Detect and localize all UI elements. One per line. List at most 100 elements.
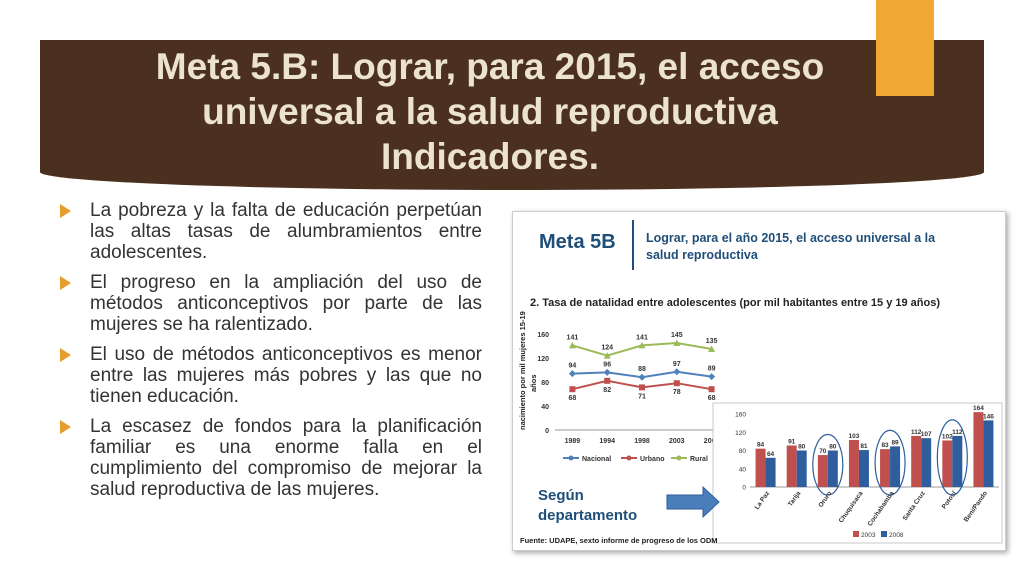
- bullet-text: La pobreza y la falta de educación perpe…: [90, 200, 482, 263]
- bar-2008: [765, 457, 776, 487]
- bar-value-label: 89: [891, 439, 899, 446]
- bar-value-label: 70: [819, 448, 827, 455]
- bar-value-label: 80: [829, 444, 837, 451]
- data-point: [603, 352, 611, 359]
- title-line: universal a la salud reproductiva: [202, 91, 778, 132]
- bar-value-label: 112: [911, 429, 922, 436]
- source-note: Fuente: UDAPE, sexto informe de progreso…: [520, 536, 718, 545]
- line-ylabel: nacimiento por mil mujeres 15-19: [518, 311, 527, 430]
- data-label: 71: [638, 393, 646, 400]
- bar-value-label: 80: [798, 444, 806, 451]
- department-label: departamento: [538, 507, 637, 524]
- data-point: [638, 341, 646, 349]
- data-label: 94: [569, 363, 577, 370]
- bullet-text: El uso de métodos anticonceptivos es men…: [90, 344, 482, 407]
- legend-label-urbano: Urbano: [640, 456, 665, 463]
- bullet-text: La escasez de fondos para la planificaci…: [90, 416, 482, 500]
- data-point: [708, 386, 715, 393]
- legend-marker: [676, 455, 682, 461]
- department-label: Según: [538, 487, 584, 504]
- data-point: [708, 373, 716, 381]
- line-xtick-label: 1989: [565, 438, 581, 445]
- data-point: [673, 339, 681, 346]
- bullet-item: El uso de métodos anticonceptivos es men…: [60, 344, 482, 407]
- bar-legend-label: 2008: [889, 532, 904, 539]
- data-label: 68: [708, 395, 716, 402]
- chart-canvas: Meta 5B Lograr, para el año 2015, el acc…: [518, 220, 1003, 545]
- title-line: Indicadores.: [381, 136, 599, 177]
- bar-2003: [755, 448, 766, 487]
- bullet-text: El progreso en la ampliación del uso de …: [90, 272, 482, 335]
- bar-2003: [786, 445, 797, 487]
- data-label: 97: [673, 361, 681, 368]
- data-point: [708, 345, 716, 352]
- bar-2008: [890, 446, 901, 487]
- bar-2003: [973, 412, 984, 487]
- bar-2008: [921, 438, 932, 487]
- line-ytick-label: 80: [541, 380, 549, 387]
- data-label: 68: [569, 395, 577, 402]
- legend-label-rural: Rural: [690, 456, 708, 463]
- accent-tab: [876, 0, 934, 96]
- legend-marker: [568, 455, 574, 461]
- line-ytick-label: 40: [541, 404, 549, 411]
- bar-value-label: 81: [860, 443, 868, 450]
- bar-value-label: 112: [952, 429, 963, 436]
- bar-value-label: 102: [942, 433, 953, 440]
- data-label: 141: [636, 334, 648, 341]
- bar-value-label: 83: [881, 442, 889, 449]
- right-arrow-icon: [666, 485, 720, 519]
- bar-legend-swatch: [853, 531, 859, 537]
- chart-subtitle: 2. Tasa de natalidad entre adolescentes …: [530, 297, 940, 309]
- data-label: 124: [601, 345, 613, 352]
- line-xtick-label: 1998: [634, 438, 650, 445]
- slide-title: Meta 5.B: Lograr, para 2015, el acceso u…: [80, 44, 900, 179]
- line-ytick-label: 0: [545, 428, 549, 435]
- data-point: [568, 370, 576, 378]
- data-point: [568, 341, 576, 349]
- bullet-item: El progreso en la ampliación del uso de …: [60, 272, 482, 335]
- data-label: 145: [671, 332, 683, 339]
- bar-value-label: 64: [767, 451, 775, 458]
- bar-2003: [880, 449, 891, 487]
- data-label: 141: [567, 334, 579, 341]
- bar-2008: [827, 450, 838, 487]
- bar-value-label: 107: [921, 431, 932, 438]
- bullet-item: La pobreza y la falta de educación perpe…: [60, 200, 482, 263]
- data-label: 88: [638, 366, 646, 373]
- highlight-circle: [874, 429, 906, 496]
- bar-2003: [848, 440, 859, 487]
- bar-value-label: 103: [849, 433, 860, 440]
- bar-value-label: 91: [788, 438, 796, 445]
- title-banner: [40, 40, 984, 190]
- bar-2008: [983, 420, 994, 487]
- bullet-arrow-icon: [60, 348, 71, 362]
- bar-2003: [911, 435, 922, 487]
- data-label: 96: [603, 361, 611, 368]
- bar-ytick-label: 40: [739, 466, 747, 473]
- line-ytick-label: 120: [537, 356, 549, 363]
- highlight-circle: [936, 419, 968, 496]
- bar-2008: [952, 435, 963, 487]
- bullet-item: La escasez de fondos para la planificaci…: [60, 416, 482, 500]
- legend-label-nacional: Nacional: [582, 456, 611, 463]
- bar-2003: [817, 455, 828, 487]
- data-point: [604, 377, 611, 384]
- bar-2008: [796, 450, 807, 487]
- data-point: [603, 368, 611, 376]
- data-label: 89: [708, 366, 716, 373]
- bullet-list: La pobreza y la falta de educación perpe…: [60, 200, 482, 509]
- bar-value-label: 146: [983, 413, 994, 420]
- data-point: [673, 368, 681, 376]
- bar-ytick-label: 0: [742, 485, 746, 492]
- bullet-arrow-icon: [60, 204, 71, 218]
- data-point: [673, 380, 680, 387]
- data-label: 82: [603, 387, 611, 394]
- data-label: 78: [673, 389, 681, 396]
- title-line: Meta 5.B: Lograr, para 2015, el acceso: [155, 46, 825, 87]
- bar-2003: [942, 440, 953, 487]
- data-label: 135: [706, 338, 718, 345]
- header-goal-line: Lograr, para el año 2015, el acceso univ…: [646, 231, 936, 245]
- line-xtick-label: 1994: [599, 438, 615, 445]
